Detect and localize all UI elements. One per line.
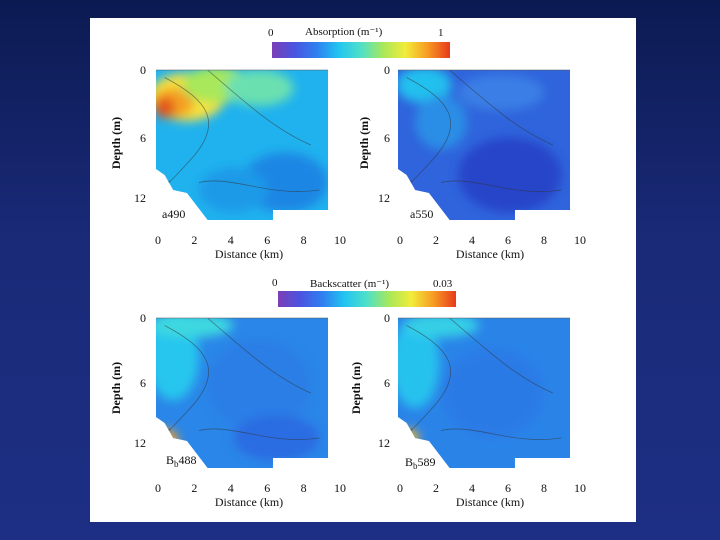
bb589-x-tick-label: 0 (397, 481, 403, 495)
bb589-field (398, 318, 570, 468)
a550-x-tick-label: 2 (433, 233, 439, 247)
bb589-x-axis-label: Distance (km) (456, 495, 524, 509)
backscatter-colorbar-group: 0 Backscatter (m⁻¹) 0.03 (272, 277, 456, 307)
a550-field-patch (415, 95, 467, 150)
bb488-y-axis-label: Depth (m) (109, 362, 123, 414)
bb488-panel-label: Bb488 (166, 453, 197, 469)
bb488-contour (164, 325, 209, 431)
bb488-x-tick-label: 4 (228, 481, 234, 495)
absorption-colorbar (272, 42, 450, 58)
bb488-y-tick-label: 6 (140, 376, 146, 390)
a490-x-tick-label: 8 (301, 233, 307, 247)
a550-field (398, 70, 570, 220)
bb589-field-patch (398, 429, 419, 447)
plot-a490: 0 6 12 0 2 4 6 8 10 Distance (km) Depth (m) a490 (109, 63, 346, 261)
a490-x-tick-label: 6 (264, 233, 270, 247)
bb488-field-patch (207, 340, 311, 431)
bb488-field-patch (156, 318, 234, 338)
a550-field-patch (458, 137, 562, 213)
a550-x-tick-label: 6 (505, 233, 511, 247)
a490-contour (164, 77, 209, 183)
plot-bb589: 0 6 12 0 2 4 6 8 10 Distance (km) Depth (m) Bb589 (349, 311, 586, 509)
colorbar-max-label: 0.03 (433, 278, 453, 290)
a490-y-tick-label: 6 (140, 131, 146, 145)
bb589-contour (440, 428, 562, 440)
a550-x-tick-label: 4 (469, 233, 475, 247)
a550-y-tick-label: 6 (384, 131, 390, 145)
plot-bb488: 0 6 12 0 2 4 6 8 10 Distance (km) Depth (m) Bb488 (109, 311, 346, 509)
bb589-x-tick-label: 2 (433, 481, 439, 495)
bb589-y-axis-label: Depth (m) (349, 362, 363, 414)
bb589-contour (406, 325, 451, 431)
absorption-colorbar-group: 0 Absorption (m⁻¹) 1 (268, 26, 450, 58)
a490-y-tick-label: 0 (140, 63, 146, 77)
a490-contour (207, 70, 311, 146)
a550-field-patch (458, 74, 545, 111)
bb488-x-tick-label: 2 (191, 481, 197, 495)
a550-x-tick-label: 8 (541, 233, 547, 247)
a490-x-tick-label: 2 (191, 233, 197, 247)
bb488-x-tick-label: 8 (301, 481, 307, 495)
plot-a550: 0 6 12 0 2 4 6 8 10 Distance (km) Depth (m) a550 (357, 63, 586, 261)
a490-field (156, 70, 328, 220)
bb589-field-patch (398, 318, 440, 408)
a550-y-axis-label: Depth (m) (357, 117, 371, 169)
a490-x-tick-label: 0 (155, 233, 161, 247)
bb488-x-tick-label: 10 (334, 481, 346, 495)
bb589-y-tick-label: 12 (378, 436, 390, 450)
bb488-x-tick-label: 6 (264, 481, 270, 495)
bb589-y-tick-label: 6 (384, 376, 390, 390)
figure-svg: 0 Absorption (m⁻¹) 1 0 Backscatter (m⁻¹)… (109, 26, 586, 509)
a490-panel-label: a490 (162, 207, 185, 221)
bb488-x-axis-label: Distance (km) (215, 495, 283, 509)
a490-contour (198, 180, 320, 192)
bb488-contour (207, 318, 311, 394)
bb589-panel-label: Bb589 (405, 455, 436, 471)
a490-y-tick-label: 12 (134, 191, 146, 205)
bb589-x-tick-label: 8 (541, 481, 547, 495)
a550-x-tick-label: 10 (574, 233, 586, 247)
a550-contour (406, 77, 451, 183)
bb589-field-patch (441, 348, 545, 438)
bb488-y-tick-label: 0 (140, 311, 146, 325)
a490-y-axis-label: Depth (m) (109, 117, 123, 169)
figure-panel: 0 Absorption (m⁻¹) 1 0 Backscatter (m⁻¹)… (90, 18, 636, 522)
bb488-x-tick-label: 0 (155, 481, 161, 495)
bb589-field-patch (403, 318, 479, 338)
a550-x-tick-label: 0 (397, 233, 403, 247)
bb589-contour (449, 318, 553, 394)
colorbar-title: Absorption (m⁻¹) (305, 26, 383, 38)
bb488-contour (198, 428, 320, 440)
a550-panel-label: a550 (410, 207, 433, 221)
bb488-y-tick-label: 12 (134, 436, 146, 450)
bb488-field-patch (156, 429, 179, 453)
a490-x-tick-label: 4 (228, 233, 234, 247)
colorbar-title: Backscatter (m⁻¹) (310, 278, 389, 290)
a490-field-patch (156, 97, 175, 118)
a490-x-tick-label: 10 (334, 233, 346, 247)
a550-field-patch (398, 70, 452, 103)
a550-contour (440, 180, 562, 192)
bb589-x-tick-label: 10 (574, 481, 586, 495)
colorbar-min-label: 0 (268, 27, 274, 39)
colorbar-max-label: 1 (438, 27, 444, 39)
bb589-x-tick-label: 6 (505, 481, 511, 495)
backscatter-colorbar (278, 291, 456, 307)
colorbar-min-label: 0 (272, 277, 278, 289)
a490-field-patch (199, 167, 268, 213)
a550-contour (449, 70, 553, 146)
bb589-y-tick-label: 0 (384, 311, 390, 325)
a490-field-patch (224, 70, 294, 106)
bb488-field (156, 318, 328, 468)
a550-y-tick-label: 0 (384, 63, 390, 77)
a550-y-tick-label: 12 (378, 191, 390, 205)
a550-x-axis-label: Distance (km) (456, 247, 524, 261)
bb589-x-tick-label: 4 (469, 481, 475, 495)
a490-x-axis-label: Distance (km) (215, 247, 283, 261)
